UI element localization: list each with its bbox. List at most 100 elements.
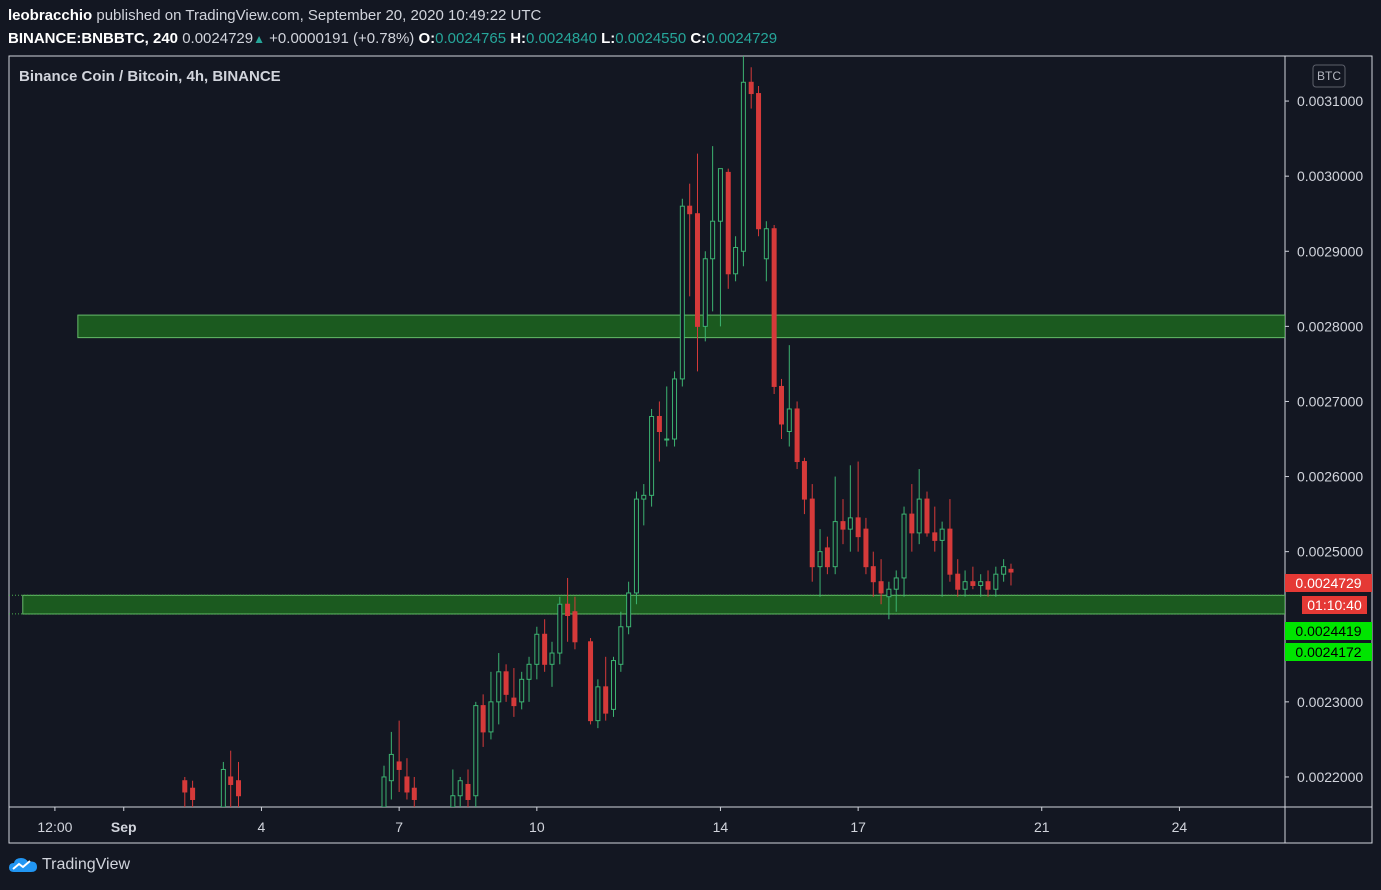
candle-down [924,491,930,537]
candle-body [610,660,616,710]
candle-up [886,581,892,620]
tradingview-logo[interactable]: TradingView [8,855,130,875]
candle-body [565,603,571,616]
candle-down [588,638,594,725]
candle-body [664,438,670,441]
candle-up [618,611,624,672]
candle-body [457,780,463,797]
price-label-green: 0.0024419 [1285,622,1372,640]
candle-up [557,596,563,665]
author-name[interactable]: leobracchio [8,7,93,24]
candle-body [870,566,876,583]
candle-body [886,588,892,598]
candle-down [572,596,578,650]
candle-body [924,498,930,534]
candle-body [733,247,739,275]
candle-down [228,750,234,807]
candle-body [542,633,548,665]
candle-up [733,236,739,282]
y-tick-label: 0.0022000 [1297,769,1363,785]
price-label-bg [1285,574,1372,592]
candle-body [381,776,387,807]
candle-body [465,783,471,800]
candle-down [190,780,196,807]
candle-body [756,93,762,230]
price-label-bg [1285,622,1372,640]
x-tick-label: 14 [713,819,729,835]
candle-body [855,517,861,538]
currency-badge[interactable]: BTC [1312,64,1346,88]
candle-body [771,228,777,387]
candle-body [740,81,746,252]
candle-down [809,484,815,582]
tradingview-cloud-icon [9,858,37,872]
candle-up [381,765,387,807]
candle-down [235,761,241,807]
candle-up [817,529,823,597]
candle-down [725,168,731,289]
candle-down [503,664,509,702]
candle-body [679,205,685,380]
candle-down [1008,563,1014,586]
candle-up [519,671,525,710]
candle-up [610,656,616,717]
candle-up [939,521,945,597]
candle-up [717,168,723,327]
candle-body [840,521,846,530]
open-value: 0.0024765 [435,30,507,47]
candle-down [756,86,762,237]
candle-up [220,761,226,807]
candle-up [847,465,853,552]
candle-body [694,213,700,327]
candle-body [649,415,655,496]
candle-up [664,386,670,447]
x-tick-label: 12:00 [37,819,72,835]
candle-down [182,776,188,807]
candle-up [978,574,984,597]
candle-up [679,198,685,387]
price-label-bg [1285,643,1372,661]
candle-down [985,570,991,597]
candle-body [496,671,502,703]
candle-down [840,499,846,545]
published-text: published on TradingView.com, September … [96,7,542,24]
candle-down [870,551,876,597]
candle-body [450,795,456,807]
low-value: 0.0024550 [615,30,687,47]
candle-up [901,506,907,597]
candle-up [496,653,502,725]
candle-body [763,228,769,260]
candle-down [411,776,417,807]
candle-body [404,776,410,793]
candle-up [786,345,792,447]
candle-body [832,521,838,568]
candle-down [771,224,777,394]
candle-up [1001,559,1007,582]
candle-body [488,701,494,733]
candle-down [511,668,517,717]
candle-body [388,753,394,782]
candle-body [519,678,525,703]
candle-body [916,498,922,534]
price-label-bg [1302,596,1367,614]
y-tick-label: 0.0029000 [1297,243,1363,259]
candle-body [847,517,853,530]
candle-down [396,720,402,792]
candle-up [526,656,532,702]
candle-down [565,577,571,642]
candle-body [985,581,991,590]
y-tick-label: 0.0023000 [1297,694,1363,710]
candle-body [786,408,792,433]
candle-body [893,577,899,590]
price-label-text: 0.0024419 [1295,623,1361,639]
candle-body [801,461,807,500]
candle-down [794,401,800,470]
candle-body [1001,566,1007,575]
candle-body [641,494,647,500]
candle-down [955,559,961,597]
candle-body [182,780,188,793]
candle-body [748,81,754,95]
candle-body [932,532,938,541]
candle-down [656,401,662,462]
